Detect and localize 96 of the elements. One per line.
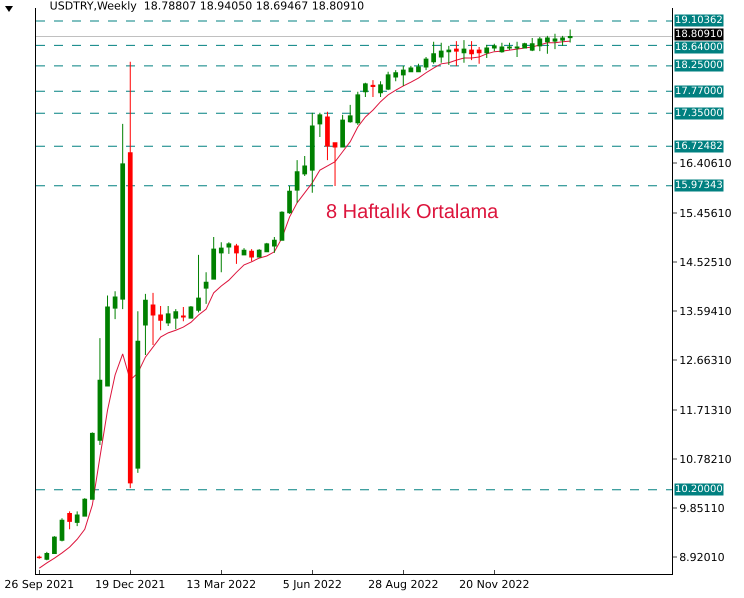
ref-line-label: 15.97343 <box>675 180 723 191</box>
candlestick <box>340 114 345 148</box>
candlestick <box>348 104 353 124</box>
candlestick <box>318 112 322 138</box>
candlestick <box>74 510 80 527</box>
candlestick <box>393 70 398 82</box>
candlestick <box>537 36 542 52</box>
candlestick <box>462 40 466 64</box>
candlestick <box>446 45 452 66</box>
candlestick <box>272 236 277 254</box>
ref-line-label: 16.72482 <box>675 141 723 152</box>
candlestick <box>370 80 376 98</box>
candlestick <box>507 42 512 51</box>
y-tick-label: 12.66310 <box>679 354 732 367</box>
y-tick-label: 8.92010 <box>679 551 725 564</box>
y-tick-label: 14.52510 <box>679 256 732 269</box>
candlestick <box>234 243 239 264</box>
candlestick <box>560 35 565 46</box>
candlestick <box>204 272 208 304</box>
candlestick <box>378 80 383 98</box>
candlestick <box>287 185 292 214</box>
candlestick <box>552 33 558 50</box>
candlestick <box>226 242 232 254</box>
candlestick <box>294 160 300 204</box>
candlestick <box>386 71 390 91</box>
candlestick <box>52 536 57 554</box>
ref-line-label: 18.25000 <box>675 60 723 71</box>
candlestick <box>545 35 550 54</box>
x-tick-label: 28 Aug 2022 <box>368 578 439 592</box>
candlestick <box>249 248 254 262</box>
series-label: 8 Haftalık Ortalama <box>326 201 500 223</box>
x-tick-label: 19 Dec 2021 <box>95 578 166 592</box>
candlestick <box>280 210 284 241</box>
ref-line-label: 19.10362 <box>675 15 723 26</box>
x-tick-label: 5 Jun 2022 <box>282 578 342 592</box>
candlestick <box>264 242 270 252</box>
candlestick <box>530 38 535 52</box>
candlestick <box>188 306 194 319</box>
candlestick <box>143 293 148 356</box>
candlestick <box>400 65 406 86</box>
y-tick-label: 10.78210 <box>679 452 732 466</box>
candlestick <box>90 432 95 500</box>
candlestick <box>60 518 64 542</box>
candlestick <box>476 46 482 64</box>
x-tick-label: 20 Nov 2022 <box>459 578 530 592</box>
candlestick <box>82 498 88 517</box>
candlestick <box>166 306 171 327</box>
candlestick <box>44 551 50 561</box>
candlestick <box>67 510 72 530</box>
candlestick <box>256 248 262 258</box>
chart-title: USDTRY,Weekly 18.78807 18.94050 18.69467 18.80910 <box>50 0 364 13</box>
candlestick <box>150 292 156 346</box>
y-tick-label: 11.71310 <box>679 404 732 417</box>
candlestick <box>332 142 338 186</box>
candlestick <box>302 155 308 176</box>
candlestick <box>469 40 474 61</box>
candlestick <box>568 29 573 43</box>
candlestick <box>492 43 497 52</box>
candlestick <box>355 91 360 126</box>
y-tick-label: 16.40610 <box>679 156 732 170</box>
candlestick <box>363 82 368 98</box>
ref-line-label: 17.77000 <box>675 86 723 97</box>
candlestick <box>128 61 133 489</box>
candlestick <box>211 236 216 280</box>
y-tick-label: 15.45610 <box>679 206 732 220</box>
candlestick <box>431 41 436 64</box>
candlestick <box>158 306 163 331</box>
y-tick-label: 9.85110 <box>679 502 725 515</box>
ref-line-label: 18.64000 <box>675 42 723 53</box>
ref-line-label: 17.35000 <box>675 108 723 119</box>
candlestick <box>416 63 421 72</box>
candlestick <box>500 42 504 54</box>
candlestick <box>242 248 246 256</box>
candlestick <box>105 294 110 387</box>
y-tick-label: 13.59410 <box>679 304 732 318</box>
candlestick <box>438 42 444 64</box>
candlestick <box>424 56 428 71</box>
candlestick <box>454 40 459 66</box>
candlestick <box>408 65 414 72</box>
candlestick <box>484 44 490 59</box>
candlestick <box>310 112 315 194</box>
candlestick <box>218 242 224 273</box>
candlestick <box>120 123 126 310</box>
x-tick-label: 13 Mar 2022 <box>186 578 256 592</box>
x-tick-label: 26 Sep 2021 <box>4 578 74 592</box>
candlestick <box>325 111 330 161</box>
candlestick <box>180 306 186 322</box>
ref-line-label: 18.80910 <box>675 29 723 40</box>
candlestick <box>112 290 118 320</box>
candlestick <box>514 41 520 58</box>
ref-line-label: 10.20000 <box>675 484 723 495</box>
candlestick <box>196 254 201 313</box>
candlestick <box>173 308 178 330</box>
line-series <box>38 40 571 569</box>
candlestick <box>135 310 140 474</box>
candlestick <box>98 338 102 446</box>
